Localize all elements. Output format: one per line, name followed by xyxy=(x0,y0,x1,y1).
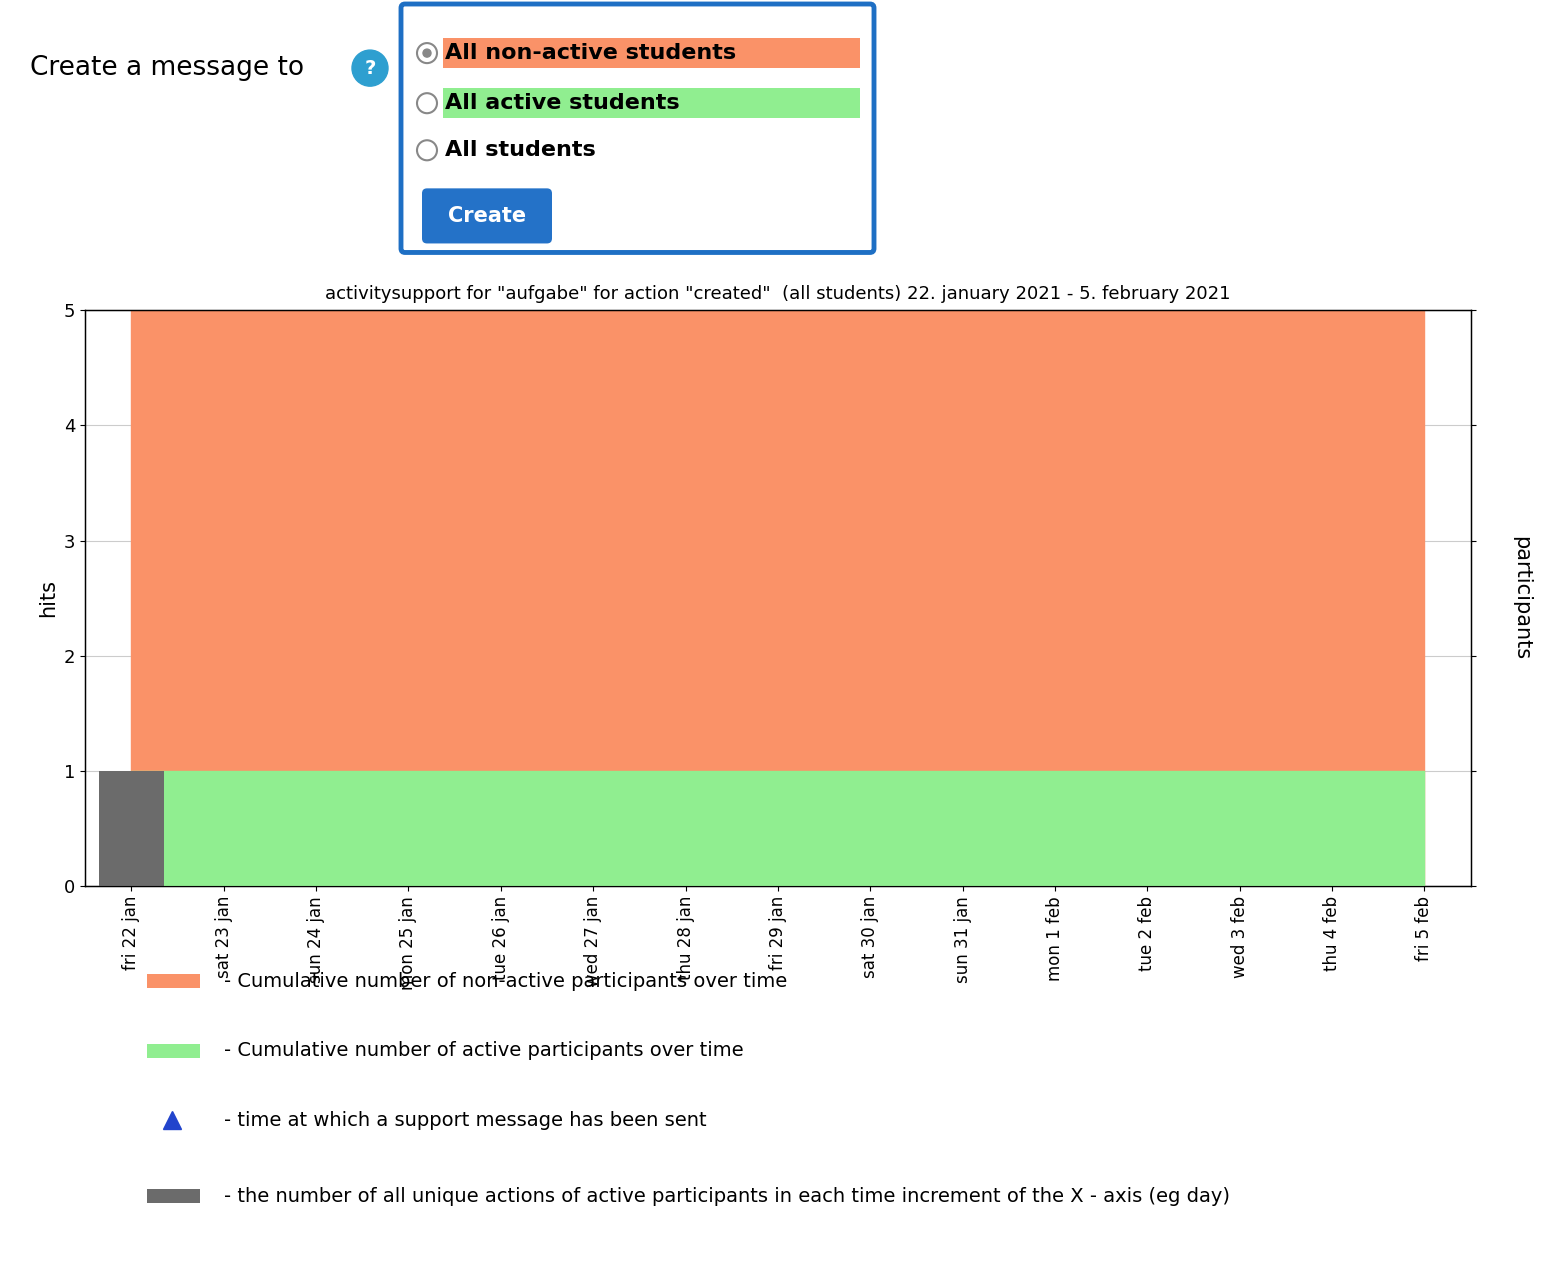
Y-axis label: hits: hits xyxy=(39,579,59,618)
Text: ?: ? xyxy=(364,58,376,77)
Text: - the number of all unique actions of active participants in each time increment: - the number of all unique actions of ac… xyxy=(224,1186,1229,1206)
Text: All active students: All active students xyxy=(444,94,680,113)
Text: Create: Create xyxy=(447,206,526,225)
Bar xyxy=(147,1043,200,1058)
Text: All non-active students: All non-active students xyxy=(444,43,737,63)
Bar xyxy=(99,771,164,886)
Bar xyxy=(147,1189,200,1204)
Text: - Cumulative number of active participants over time: - Cumulative number of active participan… xyxy=(224,1041,743,1061)
FancyBboxPatch shape xyxy=(401,4,875,252)
Bar xyxy=(147,974,200,989)
Y-axis label: participants: participants xyxy=(1511,536,1531,661)
Title: activitysupport for "aufgabe" for action "created"  (all students) 22. january 2: activitysupport for "aufgabe" for action… xyxy=(325,285,1231,303)
Text: - time at which a support message has been sent: - time at which a support message has be… xyxy=(224,1110,706,1131)
Bar xyxy=(443,38,861,68)
FancyBboxPatch shape xyxy=(423,189,553,243)
Text: - Cumulative number of non-active participants over time: - Cumulative number of non-active partic… xyxy=(224,971,786,991)
Text: All students: All students xyxy=(444,141,596,161)
Circle shape xyxy=(351,51,389,86)
Circle shape xyxy=(423,49,430,57)
Text: Create a message to: Create a message to xyxy=(29,56,303,81)
Bar xyxy=(443,89,861,118)
